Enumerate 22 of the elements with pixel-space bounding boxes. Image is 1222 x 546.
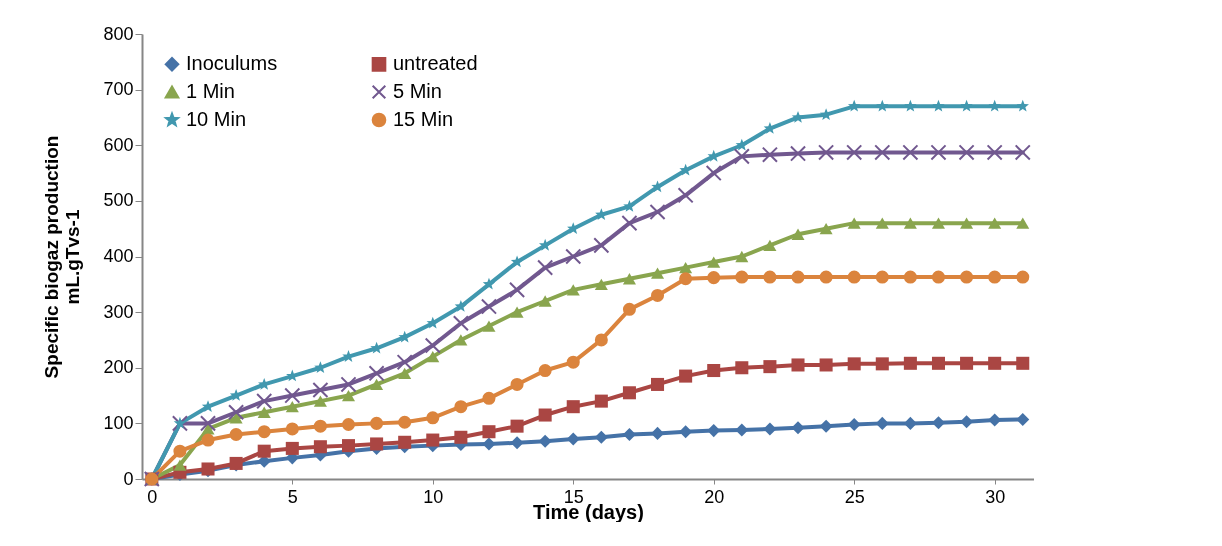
x-tick-label: 5 — [287, 486, 298, 507]
y-tick-label: 0 — [123, 468, 134, 489]
x-tick-label: 10 — [423, 486, 444, 507]
x-tick-label: 0 — [147, 486, 158, 507]
y-tick-label: 200 — [103, 357, 134, 378]
legend-label: 15 Min — [393, 108, 454, 130]
y-tick-label: 500 — [103, 190, 134, 211]
y-axis-title: Specific biogaz production mL.gTvs-1 — [41, 135, 84, 379]
y-tick-label: 800 — [103, 23, 134, 44]
legend-label: 10 Min — [186, 108, 247, 130]
legend-label: 5 Min — [393, 80, 442, 102]
y-tick-label: 700 — [103, 79, 134, 100]
legend-label: untreated — [393, 52, 478, 75]
legend-label: 1 Min — [186, 80, 235, 102]
x-tick-label: 30 — [985, 486, 1006, 507]
legend-label: Inoculums — [186, 52, 278, 75]
y-tick-label: 600 — [103, 134, 134, 155]
x-tick-label: 20 — [704, 486, 725, 507]
x-tick-label: 25 — [844, 486, 865, 507]
y-tick-label: 400 — [103, 246, 134, 266]
y-tick-label: 300 — [103, 301, 134, 322]
y-tick-label: 100 — [103, 412, 134, 433]
